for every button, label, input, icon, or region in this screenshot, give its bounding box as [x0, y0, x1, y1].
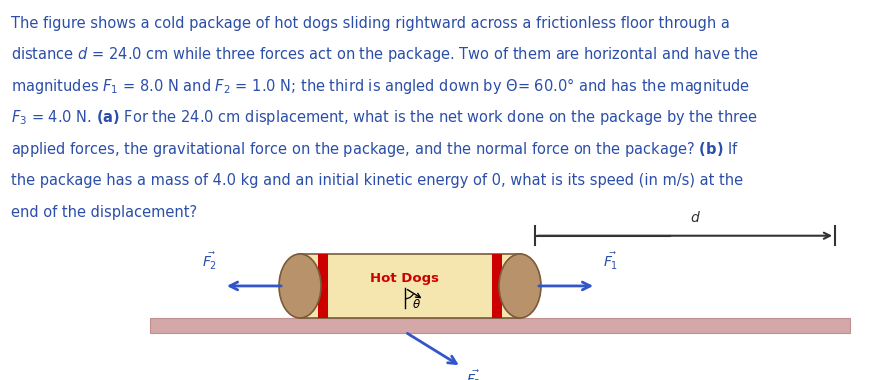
Text: end of the displacement?: end of the displacement? [11, 205, 196, 220]
Text: $F_3$ = 4.0 N. $\mathbf{(a)}$ For the 24.0 cm displacement, what is the net work: $F_3$ = 4.0 N. $\mathbf{(a)}$ For the 24… [11, 108, 758, 127]
Ellipse shape [499, 254, 541, 318]
Ellipse shape [279, 254, 321, 318]
Text: $\vec{F_2}$: $\vec{F_2}$ [202, 251, 217, 272]
Text: the package has a mass of 4.0 kg and an initial kinetic energy of 0, what is its: the package has a mass of 4.0 kg and an … [11, 173, 743, 188]
Bar [318, 254, 328, 318]
Text: $\vec{F_1}$: $\vec{F_1}$ [603, 251, 618, 272]
Text: Hot Dogs: Hot Dogs [371, 272, 440, 285]
Text: applied forces, the gravitational force on the package, and the normal force on : applied forces, the gravitational force … [11, 140, 739, 159]
Bar [492, 254, 502, 318]
Bar [150, 318, 850, 333]
Bar [300, 254, 520, 318]
Text: $\vec{F_3}$: $\vec{F_3}$ [466, 369, 482, 380]
Text: The figure shows a cold package of hot dogs sliding rightward across a frictionl: The figure shows a cold package of hot d… [11, 16, 729, 31]
Text: $\theta$: $\theta$ [412, 298, 421, 311]
Text: magnitudes $F_1$ = 8.0 N and $F_2$ = 1.0 N; the third is angled down by $\Theta$: magnitudes $F_1$ = 8.0 N and $F_2$ = 1.0… [11, 76, 750, 96]
Text: distance $d$ = 24.0 cm while three forces act on the package. Two of them are ho: distance $d$ = 24.0 cm while three force… [11, 45, 759, 64]
Text: $d$: $d$ [690, 210, 700, 225]
